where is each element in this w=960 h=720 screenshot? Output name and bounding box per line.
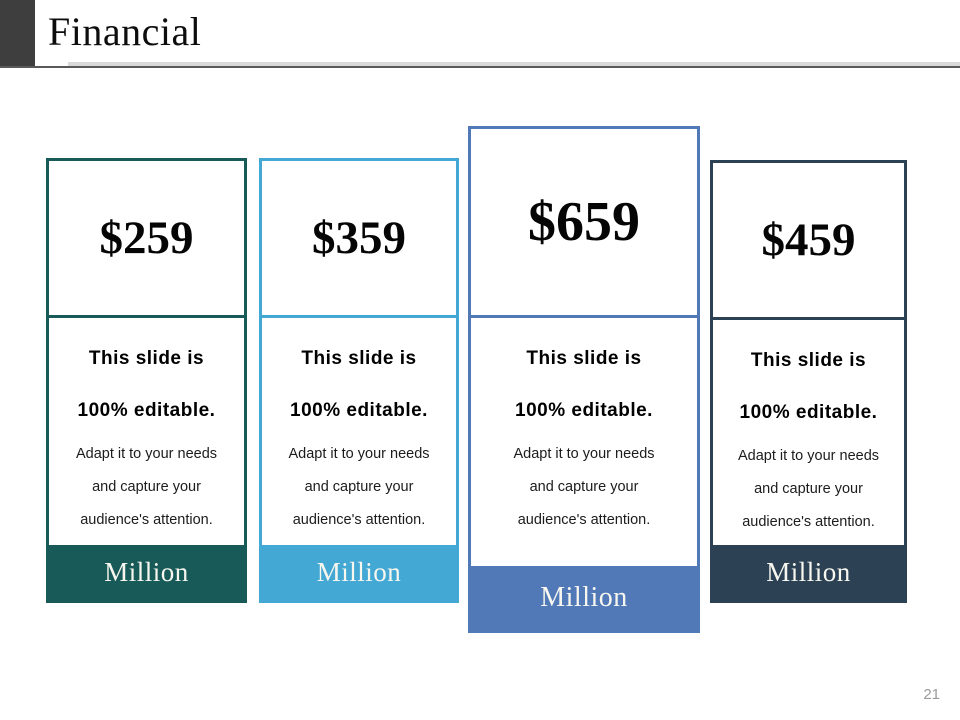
description-line: audience's attention.: [80, 512, 213, 528]
description-line: 100% editable.: [739, 402, 878, 423]
card-footer-label: Million: [262, 545, 456, 600]
description-line: Adapt it to your needs: [288, 446, 430, 462]
title-rule-light: [68, 62, 960, 66]
description-line: audience's attention.: [742, 514, 875, 530]
title-accent-square: [0, 0, 35, 66]
description-line: and capture your: [304, 479, 414, 495]
pricing-card-4[interactable]: $459 This slide is 100% editable. Adapt …: [710, 160, 907, 603]
description-line: Adapt it to your needs: [75, 446, 218, 462]
slide-title: Financial: [48, 9, 202, 54]
card-description: This slide is 100% editable. Adapt it to…: [471, 318, 697, 566]
description-line: This slide is: [88, 348, 205, 369]
description-line: Adapt it to your needs: [513, 446, 655, 462]
description-line: This slide is: [301, 348, 417, 369]
pricing-card-3[interactable]: $659 This slide is 100% editable. Adapt …: [468, 126, 700, 633]
description-line: and capture your: [92, 479, 201, 495]
price-value: $259: [49, 161, 244, 318]
price-value: $459: [713, 163, 904, 320]
description-line: audience's attention.: [517, 512, 651, 528]
page-number: 21: [923, 686, 940, 703]
card-footer-label: Million: [471, 566, 697, 630]
card-footer-label: Million: [713, 545, 904, 600]
description-line: This slide is: [750, 350, 867, 371]
description-line: and capture your: [529, 479, 639, 495]
card-footer-label: Million: [49, 545, 244, 600]
pricing-card-2[interactable]: $359 This slide is 100% editable. Adapt …: [259, 158, 459, 603]
description-line: 100% editable.: [515, 400, 653, 421]
card-description: This slide is 100% editable. Adapt it to…: [262, 318, 456, 545]
price-value: $359: [262, 161, 456, 318]
title-rule-dark: [0, 66, 960, 68]
pricing-card-1[interactable]: $259 This slide is 100% editable. Adapt …: [46, 158, 247, 603]
card-description: This slide is 100% editable. Adapt it to…: [713, 320, 904, 545]
description-line: 100% editable.: [77, 400, 216, 421]
description-line: and capture your: [754, 481, 863, 497]
description-line: Adapt it to your needs: [737, 448, 880, 464]
card-description: This slide is 100% editable. Adapt it to…: [49, 318, 244, 545]
description-line: audience's attention.: [292, 512, 426, 528]
description-line: This slide is: [526, 348, 642, 369]
price-value: $659: [471, 129, 697, 318]
description-line: 100% editable.: [290, 400, 428, 421]
